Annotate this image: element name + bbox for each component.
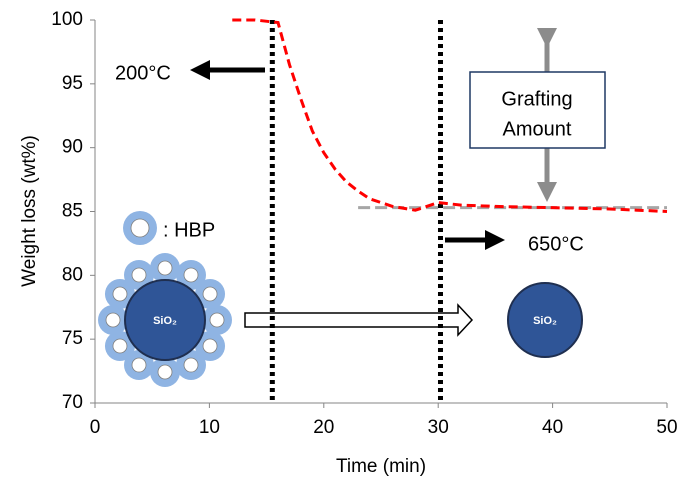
process-arrow — [244, 303, 474, 337]
x-tick-label: 30 — [428, 417, 449, 438]
grafting-label: Grafting — [501, 88, 572, 110]
x-tick-label: 40 — [542, 417, 563, 438]
hbp-shell — [105, 312, 121, 328]
x-tick-label: 50 — [656, 417, 677, 438]
hbp-shell — [202, 338, 218, 354]
particle-label: SiO₂ — [533, 315, 557, 327]
x-axis-title: Time (min) — [336, 456, 426, 477]
y-tick-label: 75 — [62, 328, 83, 349]
hbp-shell — [131, 267, 147, 283]
particle-label: SiO₂ — [153, 315, 177, 327]
hbp-shell — [183, 267, 199, 283]
hbp-shell — [112, 286, 128, 302]
data-line — [232, 18, 668, 213]
y-axis-title: Weight loss (wt%) — [19, 135, 40, 287]
x-tick-label: 0 — [90, 417, 101, 438]
y-tick-label: 70 — [62, 392, 83, 413]
y-tick-label: 95 — [62, 73, 83, 94]
hbp-shell — [202, 286, 218, 302]
silica-core — [507, 282, 583, 358]
hbp-shell — [157, 260, 173, 276]
y-tick-label: 90 — [62, 137, 83, 158]
hbp-shell — [112, 338, 128, 354]
y-tick-label: 80 — [62, 264, 83, 285]
hbp-icon — [130, 218, 150, 238]
hbp-legend: : HBP — [163, 219, 215, 241]
silica-core — [124, 279, 206, 361]
y-tick-label: 100 — [51, 9, 83, 30]
hbp-shell — [157, 364, 173, 380]
y-tick-label: 85 — [62, 201, 83, 222]
hbp-shell — [209, 312, 225, 328]
temp-label: 650°C — [528, 233, 584, 255]
grafting-box — [469, 71, 606, 149]
grafting-label: Amount — [503, 118, 572, 140]
x-tick-label: 20 — [313, 417, 334, 438]
hbp-shell — [183, 357, 199, 373]
temp-label: 200°C — [115, 62, 171, 84]
hbp-shell — [131, 357, 147, 373]
x-tick-label: 10 — [199, 417, 220, 438]
grafted-particle — [98, 253, 232, 387]
